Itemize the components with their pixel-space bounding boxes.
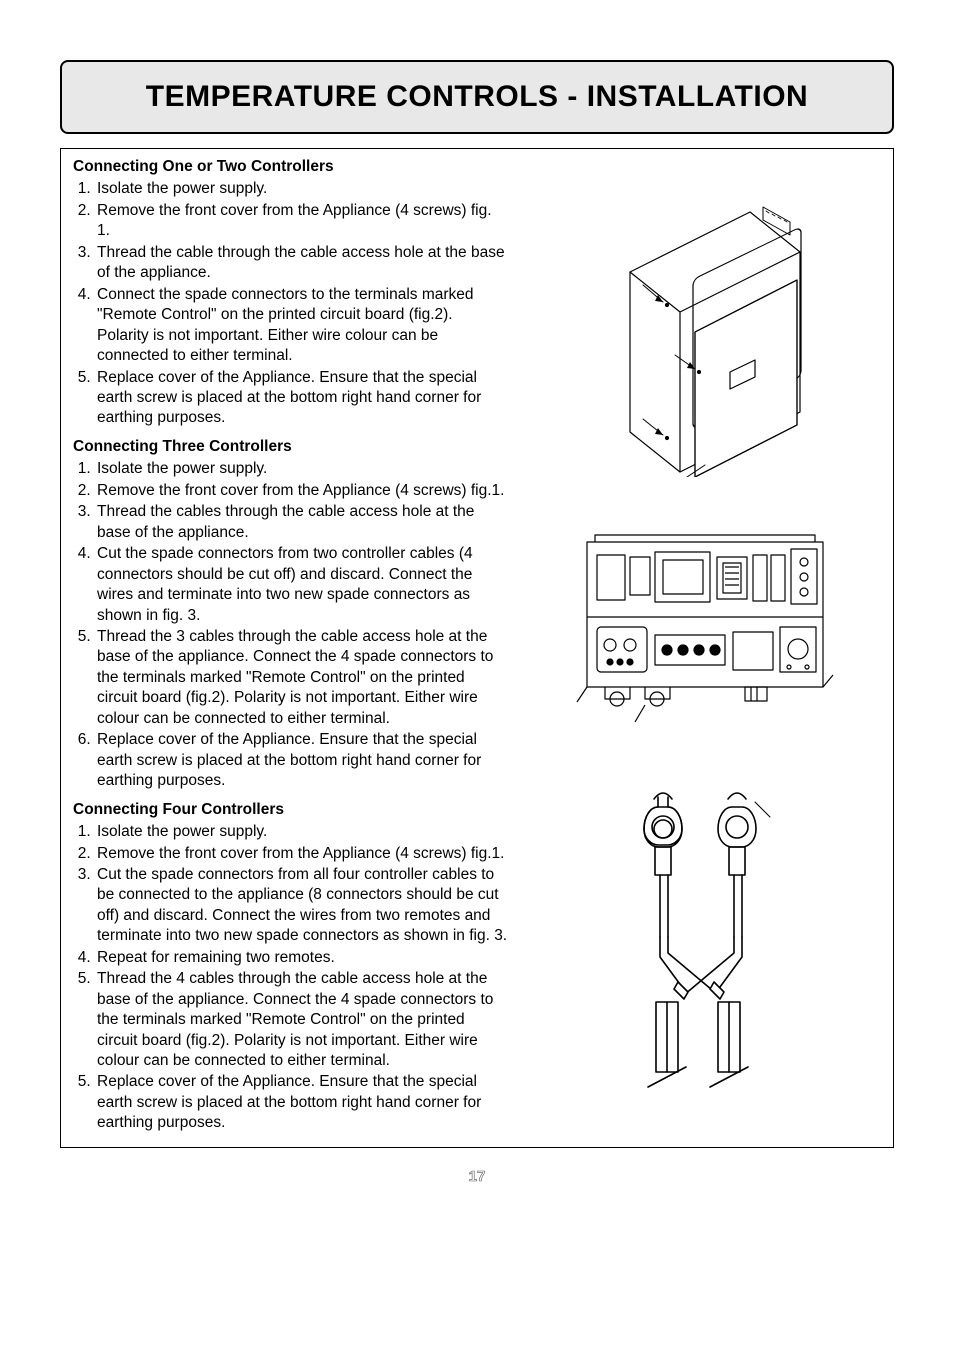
- title-box: TEMPERATURE CONTROLS - INSTALLATION: [60, 60, 894, 134]
- step: Replace cover of the Appliance. Ensure t…: [95, 730, 508, 791]
- steps-list-1: Isolate the power supply. Remove the fro…: [73, 179, 508, 428]
- steps-list-2: Isolate the power supply. Remove the fro…: [73, 459, 508, 791]
- steps-list-3: Isolate the power supply. Remove the fro…: [73, 822, 508, 1134]
- fig3-spade-connectors: [610, 777, 800, 1117]
- step: Isolate the power supply.: [95, 822, 508, 842]
- section-heading-2: Connecting Three Controllers: [73, 437, 508, 457]
- step: Remove the front cover from the Applianc…: [95, 481, 508, 501]
- fig2-pcb: [575, 527, 835, 727]
- text-column: Connecting One or Two Controllers Isolat…: [73, 157, 508, 1135]
- section-heading-3: Connecting Four Controllers: [73, 800, 508, 820]
- page-container: TEMPERATURE CONTROLS - INSTALLATION Conn…: [0, 0, 954, 1215]
- page-title: TEMPERATURE CONTROLS - INSTALLATION: [72, 80, 882, 114]
- figure-column: [528, 157, 881, 1135]
- step: Thread the 4 cables through the cable ac…: [95, 969, 508, 1071]
- section-heading-1: Connecting One or Two Controllers: [73, 157, 508, 177]
- step: Cut the spade connectors from all four c…: [95, 865, 508, 947]
- step: Replace cover of the Appliance. Ensure t…: [95, 1072, 508, 1133]
- step: Connect the spade connectors to the term…: [95, 285, 508, 367]
- step: Remove the front cover from the Applianc…: [95, 844, 508, 864]
- step: Thread the cables through the cable acce…: [95, 502, 508, 543]
- content-box: Connecting One or Two Controllers Isolat…: [60, 148, 894, 1148]
- step: Repeat for remaining two remotes.: [95, 948, 508, 968]
- step: Thread the cable through the cable acces…: [95, 243, 508, 284]
- step: Isolate the power supply.: [95, 179, 508, 199]
- step: Isolate the power supply.: [95, 459, 508, 479]
- step: Remove the front cover from the Applianc…: [95, 201, 508, 242]
- page-number: 17: [60, 1168, 894, 1185]
- step: Cut the spade connectors from two contro…: [95, 544, 508, 626]
- fig1-appliance-cover: [575, 177, 835, 477]
- step: Replace cover of the Appliance. Ensure t…: [95, 368, 508, 429]
- step: Thread the 3 cables through the cable ac…: [95, 627, 508, 729]
